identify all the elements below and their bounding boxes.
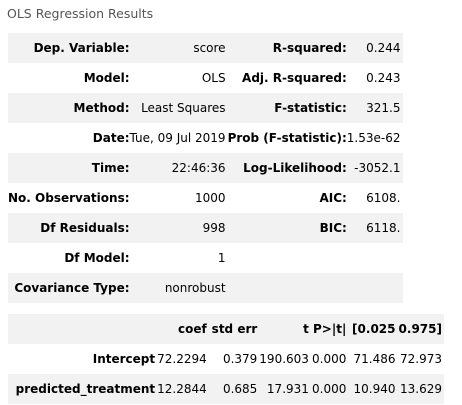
- summary-value: 0.243: [366, 71, 401, 85]
- coefficient-row: Intercept 72.2294 0.379 190.603 0.000 71…: [8, 344, 444, 374]
- column-header: P>|t|: [313, 322, 347, 336]
- summary-value: 6108.: [366, 191, 401, 205]
- summary-row: Dep. Variable: score R-squared: 0.244: [8, 33, 403, 63]
- summary-label: Method:: [73, 101, 130, 115]
- summary-row: Df Model: 1: [8, 243, 403, 273]
- summary-value: Least Squares: [141, 101, 226, 115]
- summary-label: Time:: [91, 161, 130, 175]
- summary-label: Covariance Type:: [14, 281, 130, 295]
- summary-value: 0.244: [366, 41, 401, 55]
- column-header: coef: [178, 322, 207, 336]
- summary-label: BIC:: [319, 221, 347, 235]
- column-header: 0.975]: [398, 322, 442, 336]
- coef-value: 12.2844: [157, 382, 207, 396]
- summary-label: [228, 243, 347, 273]
- summary-row: Date: Tue, 09 Jul 2019 Prob (F-statistic…: [8, 123, 403, 153]
- summary-label: F-statistic:: [274, 101, 347, 115]
- t-value: 17.931: [266, 382, 309, 396]
- summary-row: Method: Least Squares F-statistic: 321.5: [8, 93, 403, 123]
- summary-value: [347, 243, 403, 273]
- coefficient-table: coef std err t P>|t| [0.025 0.975] Inter…: [8, 314, 444, 404]
- coefficient-header-row: coef std err t P>|t| [0.025 0.975]: [8, 314, 444, 344]
- summary-table: Dep. Variable: score R-squared: 0.244 Mo…: [8, 33, 403, 303]
- summary-value: [347, 273, 403, 303]
- t-value: 190.603: [259, 352, 309, 366]
- summary-row: Model: OLS Adj. R-squared: 0.243: [8, 63, 403, 93]
- summary-value: 998: [202, 221, 226, 235]
- summary-label: Prob (F-statistic):: [227, 131, 347, 145]
- ci-low-value: 71.486: [353, 352, 396, 366]
- ci-low-value: 10.940: [353, 382, 396, 396]
- ci-high-value: 13.629: [400, 382, 442, 396]
- summary-row: Df Residuals: 998 BIC: 6118.: [8, 213, 403, 243]
- summary-label: [228, 273, 347, 303]
- summary-label: R-squared:: [272, 41, 347, 55]
- summary-label: Df Residuals:: [40, 221, 130, 235]
- p-value: 0.000: [312, 352, 347, 366]
- summary-label: Date:: [92, 131, 130, 145]
- std-err-value: 0.379: [222, 352, 258, 366]
- summary-value: Tue, 09 Jul 2019: [129, 131, 226, 145]
- summary-label: Adj. R-squared:: [242, 71, 347, 85]
- summary-label: Log-Likelihood:: [243, 161, 347, 175]
- std-err-value: 0.685: [222, 382, 258, 396]
- summary-value: 1.53e-62: [346, 131, 401, 145]
- summary-value: -3052.1: [354, 161, 401, 175]
- p-value: 0.000: [312, 382, 347, 396]
- column-header: t: [303, 322, 309, 336]
- column-header: std err: [211, 322, 258, 336]
- summary-row: No. Observations: 1000 AIC: 6108.: [8, 183, 403, 213]
- summary-value: 1: [217, 251, 226, 265]
- term-name: Intercept: [92, 352, 156, 366]
- summary-value: 321.5: [366, 101, 401, 115]
- summary-value: 6118.: [366, 221, 401, 235]
- coef-value: 72.2294: [157, 352, 207, 366]
- summary-label: Model:: [83, 71, 130, 85]
- summary-row: Covariance Type: nonrobust: [8, 273, 403, 303]
- term-name: predicted_treatment: [15, 382, 156, 396]
- summary-value: 22:46:36: [171, 161, 226, 175]
- ci-high-value: 72.973: [400, 352, 442, 366]
- summary-label: Df Model:: [64, 251, 130, 265]
- summary-value: 1000: [195, 191, 226, 205]
- summary-label: No. Observations:: [8, 191, 130, 205]
- summary-label: AIC:: [319, 191, 347, 205]
- summary-row: Time: 22:46:36 Log-Likelihood: -3052.1: [8, 153, 403, 183]
- summary-value: OLS: [201, 71, 226, 85]
- coefficient-row: predicted_treatment 12.2844 0.685 17.931…: [8, 374, 444, 404]
- column-header: [0.025: [352, 322, 396, 336]
- summary-label: Dep. Variable:: [33, 41, 130, 55]
- summary-value: score: [193, 41, 226, 55]
- table-caption: OLS Regression Results: [7, 6, 154, 21]
- summary-value: nonrobust: [164, 281, 226, 295]
- column-header: [8, 314, 157, 344]
